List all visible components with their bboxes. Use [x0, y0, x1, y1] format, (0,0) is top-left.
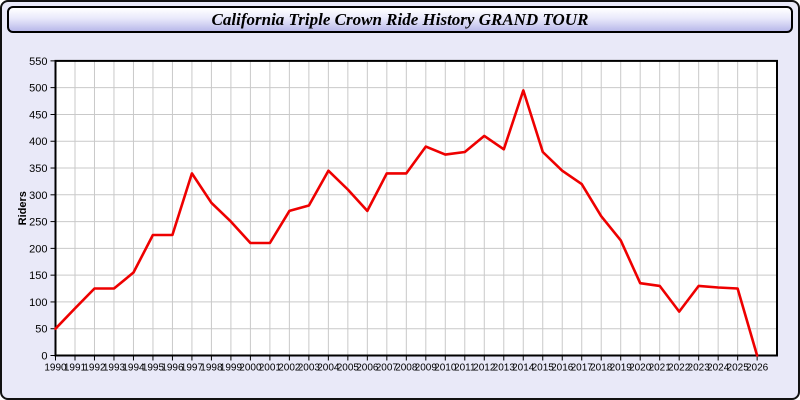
y-tick-label: 450	[29, 109, 47, 121]
riders-line-series	[54, 89, 759, 357]
x-tick-label: 1998	[200, 363, 223, 374]
x-tick-label: 2023	[688, 363, 711, 374]
x-tick-label: 2013	[493, 363, 516, 374]
y-tick-label: 100	[29, 297, 47, 309]
y-tick-label: 50	[35, 324, 47, 336]
x-tick-label: 2014	[512, 363, 535, 374]
y-tick-label: 400	[29, 136, 47, 148]
x-tick-label: 1990	[44, 363, 67, 374]
x-tick-label: 2017	[571, 363, 594, 374]
x-tick-label: 2018	[590, 363, 613, 374]
plot-area	[55, 60, 777, 356]
x-tick-label: 2019	[610, 363, 633, 374]
x-tick-label: 2026	[746, 363, 769, 374]
x-tick-label: 2012	[473, 363, 496, 374]
y-axis-title: Riders	[17, 191, 29, 225]
x-tick-label: 2025	[727, 363, 750, 374]
x-tick-label: 2004	[317, 363, 340, 374]
x-tick-label: 2022	[668, 363, 691, 374]
x-tick-label: 2008	[395, 363, 418, 374]
x-tick-label: 1996	[161, 363, 184, 374]
y-tick-label: 200	[29, 243, 47, 255]
y-tick-label: 500	[29, 83, 47, 95]
y-tick-label: 300	[29, 190, 47, 202]
x-tick-label: 2020	[629, 363, 652, 374]
x-tick-label: 2009	[415, 363, 438, 374]
x-tick-label: 2010	[434, 363, 457, 374]
chart-title-bar: California Triple Crown Ride History GRA…	[7, 6, 793, 33]
x-tick-label: 2007	[376, 363, 399, 374]
x-tick-label: 2006	[356, 363, 379, 374]
chart-title: California Triple Crown Ride History GRA…	[211, 9, 589, 29]
x-tick-label: 2011	[454, 363, 476, 374]
plot-border	[54, 59, 778, 357]
y-tick-label: 0	[41, 351, 47, 363]
x-tick-label: 1999	[220, 363, 243, 374]
x-tick-label: 2002	[278, 363, 301, 374]
y-tick-label: 350	[29, 163, 47, 175]
x-tick-label: 2024	[707, 363, 730, 374]
x-tick-label: 2021	[649, 363, 672, 374]
x-tick-label: 2005	[337, 363, 360, 374]
x-tick-label: 2003	[298, 363, 321, 374]
x-axis-labels: 1990199119921993199419951996199719981999…	[44, 363, 768, 374]
x-tick-label: 2016	[551, 363, 574, 374]
y-axis-labels: 0 50 100 150 200 250 300 350 400 450 500 550	[29, 56, 47, 363]
x-tick-label: 1997	[181, 363, 204, 374]
y-tick-label: 250	[29, 217, 47, 229]
y-tick-label: 550	[29, 56, 47, 68]
x-tick-label: 1994	[122, 363, 145, 374]
x-tick-label: 1992	[83, 363, 106, 374]
x-tick-label: 2015	[532, 363, 555, 374]
x-tick-label: 2001	[259, 363, 282, 374]
x-tick-label: 2000	[239, 363, 262, 374]
y-tick-label: 150	[29, 270, 47, 282]
x-tick-label: 1993	[103, 363, 126, 374]
x-tick-label: 1991	[64, 363, 87, 374]
x-tick-label: 1995	[142, 363, 165, 374]
